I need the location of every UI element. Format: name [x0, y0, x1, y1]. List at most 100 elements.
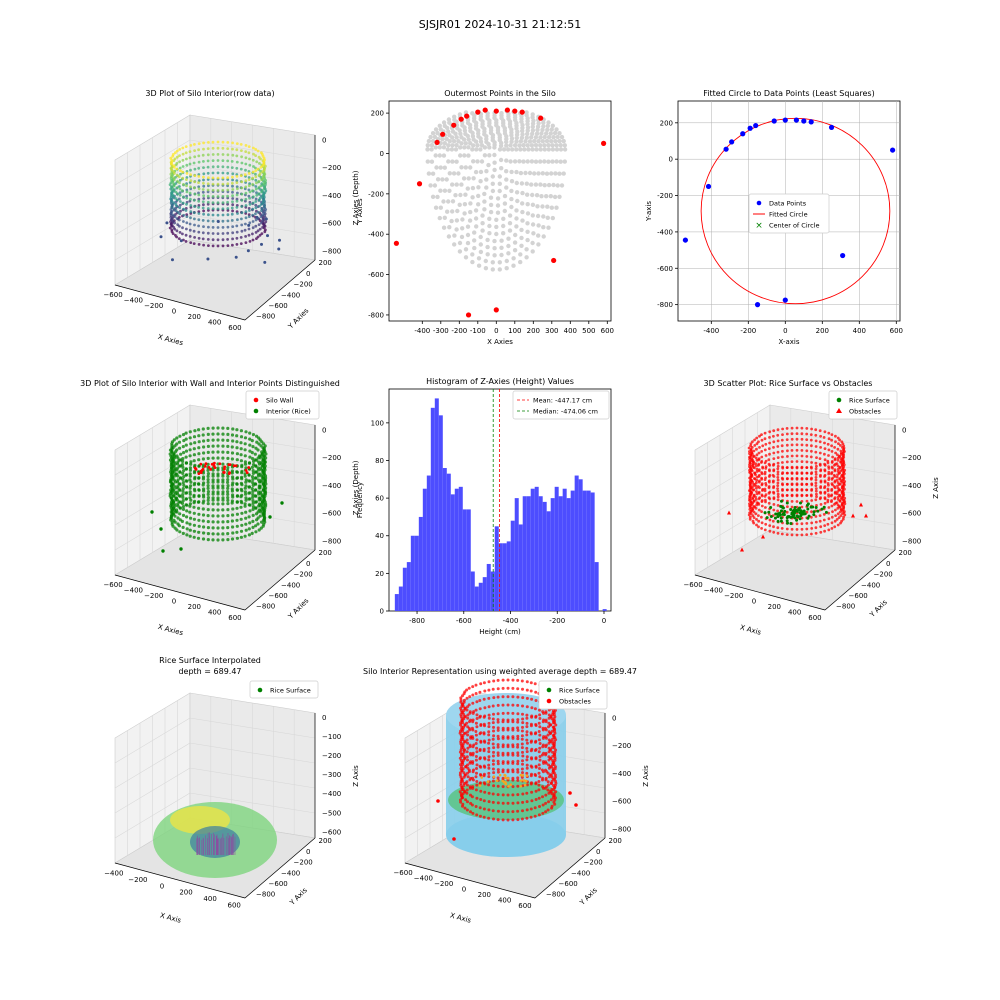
data-point [780, 527, 784, 530]
data-point [189, 216, 192, 220]
outlier-point [165, 221, 169, 225]
data-point [537, 796, 541, 800]
data-point [776, 428, 780, 432]
data-point [226, 426, 230, 430]
data-point [841, 467, 845, 471]
data-point [516, 768, 520, 772]
interior-point [450, 199, 456, 204]
histogram-bar [590, 492, 595, 612]
data-point [226, 231, 230, 235]
data-point [197, 148, 201, 152]
outlier-point [150, 510, 154, 514]
data-point [243, 228, 247, 232]
data-point [226, 438, 230, 442]
interior-point [441, 199, 446, 204]
data-point [188, 486, 192, 490]
data-point [207, 176, 210, 180]
data-point [752, 493, 756, 497]
rice-point [524, 779, 528, 783]
legend-swatch [257, 687, 263, 693]
interior-point [490, 188, 496, 194]
data-point [251, 189, 254, 193]
data-point [760, 450, 764, 453]
interior-point [525, 125, 531, 130]
interior-point [518, 139, 524, 144]
data-point [781, 449, 784, 453]
rice-point [779, 519, 783, 523]
data-point [525, 750, 529, 754]
outlier-point [159, 235, 163, 239]
data-point [192, 505, 196, 509]
data-point [201, 427, 205, 431]
data-point [192, 435, 197, 439]
data-point [819, 446, 822, 449]
data-point [752, 505, 756, 508]
x-tick-label: 600 [890, 327, 903, 335]
data-point [211, 478, 215, 482]
data-point [795, 460, 799, 463]
data-point [260, 520, 264, 524]
rice-point [506, 777, 510, 780]
data-point [258, 204, 261, 208]
interior-point [542, 134, 547, 140]
data-point [226, 176, 230, 180]
data-point [533, 682, 537, 686]
data-point [805, 477, 809, 481]
data-point [181, 170, 185, 174]
data-point [201, 190, 205, 194]
data-point [475, 763, 479, 767]
data-point [478, 748, 482, 751]
data-point [842, 515, 845, 519]
data-point [790, 533, 794, 537]
data-point [823, 479, 827, 483]
interior-point [447, 133, 452, 138]
data-point [262, 476, 266, 480]
data-point [501, 711, 505, 715]
data-point [178, 193, 182, 197]
data-point [483, 790, 487, 794]
data-point [501, 743, 505, 747]
interior-point [549, 127, 554, 132]
data-point [549, 798, 553, 802]
data-point [761, 444, 765, 448]
data-point [184, 467, 188, 471]
data-point [801, 118, 807, 124]
data-point [221, 526, 225, 530]
data-point [506, 810, 510, 814]
data-point [244, 210, 248, 214]
data-point [760, 438, 764, 442]
data-point [172, 164, 176, 168]
data-point [838, 477, 842, 480]
data-point [772, 491, 776, 495]
data-point [206, 194, 210, 198]
data-point [259, 508, 263, 512]
data-point [516, 809, 520, 813]
data-point [192, 161, 196, 165]
data-point [808, 119, 814, 125]
histogram-bar [490, 571, 495, 612]
x-tick-label: 400 [498, 896, 511, 904]
interior-point [484, 169, 489, 174]
data-point [261, 226, 264, 229]
data-point [230, 471, 234, 475]
data-point [257, 468, 261, 472]
data-point [255, 434, 259, 438]
legend-box [512, 390, 610, 420]
data-point [243, 534, 247, 538]
data-point [483, 740, 487, 744]
data-point [250, 465, 254, 469]
rice-point [769, 515, 773, 519]
data-point [185, 182, 189, 186]
data-point [842, 498, 846, 502]
data-point [818, 440, 822, 444]
data-point [240, 192, 244, 196]
rice-point [776, 519, 780, 523]
z-tick-label: −200 [322, 454, 341, 462]
data-point [206, 200, 210, 204]
data-point [181, 505, 185, 509]
interior-point [499, 111, 504, 116]
interior-point [505, 147, 511, 152]
data-point [254, 166, 257, 170]
data-point [776, 467, 780, 471]
data-point [541, 811, 545, 815]
